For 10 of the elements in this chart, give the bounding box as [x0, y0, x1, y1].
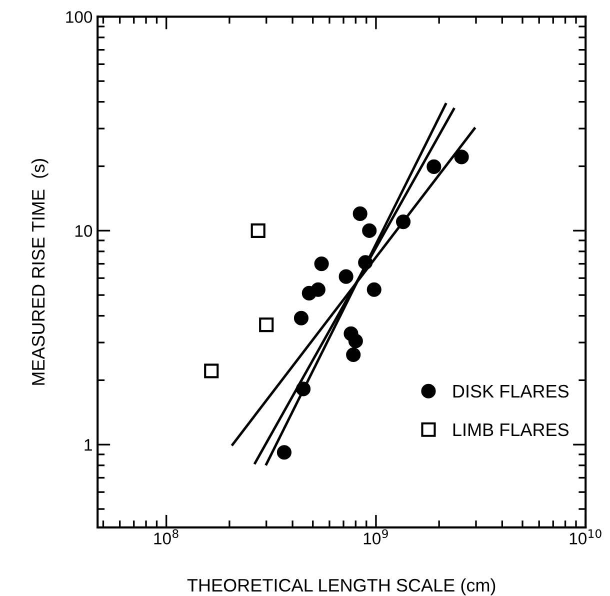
legend-label: DISK FLARES [453, 384, 569, 398]
y-tick-label: 10 [75, 225, 92, 237]
legend-label: LIMB FLARES [453, 423, 569, 436]
x-axis-title: THEORETICAL LENGTH SCALE (cm) [187, 578, 496, 596]
y-axis-title: MEASURED RISE TIME (s) [31, 158, 48, 385]
x-tick-label: 10$^{8}$ [154, 529, 178, 544]
x-tick-label: 10$^{9}$ [364, 529, 388, 544]
y-tick-label: 1 [84, 439, 92, 451]
y-tick-label: 100 [66, 11, 92, 23]
x-tick-label: 10$^{10}$ [570, 529, 602, 544]
